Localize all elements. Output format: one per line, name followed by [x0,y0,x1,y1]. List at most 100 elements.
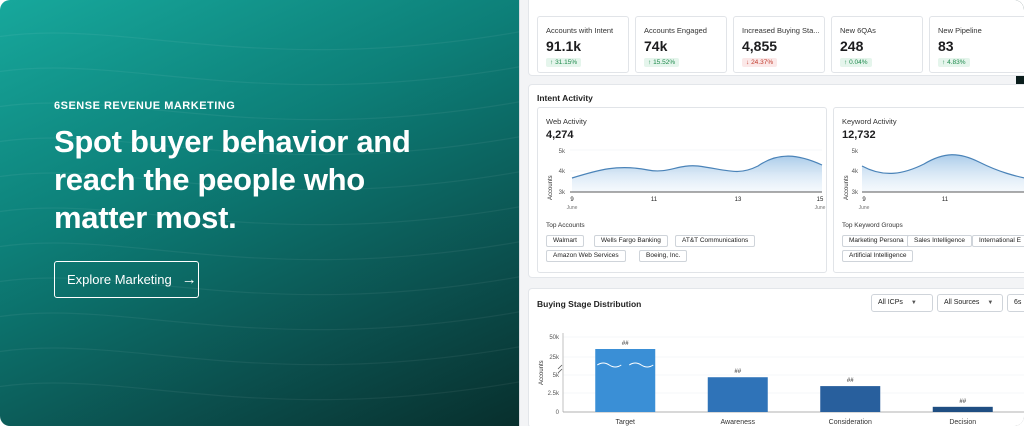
arrow-down-icon: ↓ [746,59,752,66]
intent-activity-panel: Intent Activity Web Activity 4,274 Accou… [528,84,1024,278]
kpi-change: 15.52% [653,59,676,66]
keyword-activity-title: Keyword Activity [842,117,897,126]
keyword-activity-value: 12,732 [842,129,876,141]
x-tick: 9 [862,197,866,203]
account-tag[interactable]: Boeing, Inc. [639,250,688,262]
kpi-value: 91.1k [546,38,582,54]
cta-label: Explore Marketing [67,272,172,287]
web-activity-value: 4,274 [546,129,574,141]
intent-activity-title: Intent Activity [537,93,593,103]
y-tick: 5k [553,373,560,379]
kpi-label: New Pipeline [938,26,982,35]
x-category-label: Decision [949,419,976,426]
bars-group: ## Target ## Awareness ## Consideration ## Deci… [595,341,993,426]
y-tick: 4k [559,169,566,175]
keyword-tag[interactable]: Marketing Persona [842,235,911,247]
eyebrow-text: 6SENSE REVENUE MARKETING [54,100,236,112]
bar-data-label: ## [847,378,854,384]
kpi-label: Increased Buying Sta... [742,26,820,35]
dashboard-preview: Accounts with Intent 91.1k ↑ 31.15% Acco… [519,0,1024,426]
hero-section: 6SENSE REVENUE MARKETING Spot buyer beha… [54,100,474,298]
web-activity-title: Web Activity [546,117,587,126]
select-value: 6s [1014,299,1022,306]
buying-stage-panel: Buying Stage Distribution All ICPs ▼ All … [528,288,1024,426]
headline-line-1: Spot buyer behavior and [54,124,411,159]
keyword-tag[interactable]: Sales Intelligence [907,235,972,247]
x-tick: 13 [735,197,742,203]
keyword-tag[interactable]: International E [972,235,1024,247]
kpi-change-badge: ↑ 15.52% [644,58,680,67]
bar-decision[interactable] [932,406,993,412]
x-sub-label: June [815,205,826,211]
keyword-activity-chart: Accounts 5k 4k 3k 9 11 June [844,149,1024,211]
x-tick: 11 [651,197,658,203]
kpi-card[interactable]: New 6QAs 248 ↑ 0.04% [831,16,923,73]
web-activity-chart: Accounts 5k 4k 3k 9 11 13 15 June June [548,149,826,211]
x-category-label: Awareness [720,419,755,426]
kpi-card[interactable]: New Pipeline 83 ↑ 4.83% [929,16,1024,73]
arrow-up-icon: ↑ [844,59,850,66]
y-axis-label: Accounts [548,175,554,200]
kpi-label: New 6QAs [840,26,876,35]
y-tick: 3k [852,190,859,196]
kpi-value: 83 [938,38,954,54]
buying-stage-chart: Accounts 50k 25k 5k 2.5k 0 ## Target ## Awa… [539,333,1024,426]
kpi-card[interactable]: Increased Buying Sta... 4,855 ↓ 24.37% [733,16,825,73]
y-axis-label: Accounts [539,360,545,385]
arrow-up-icon: ↑ [550,59,556,66]
account-tag[interactable]: Walmart [546,235,584,247]
headline-line-2: reach the people who [54,162,365,197]
buying-stage-title: Buying Stage Distribution [537,299,642,309]
x-tick: 15 [817,197,824,203]
bar-data-label: ## [959,399,966,405]
y-tick: 4k [852,169,859,175]
area-fill [862,154,1024,192]
series-line [861,154,1024,179]
kpi-change-badge: ↑ 31.15% [546,58,582,67]
kpi-label: Accounts Engaged [644,26,707,35]
decorative-waves [0,0,560,426]
arrow-up-icon: ↑ [648,59,654,66]
axis-break-icon [557,364,563,374]
x-sub-label: June [567,205,578,211]
kpi-change: 4.83% [947,59,966,66]
kpi-label: Accounts with Intent [546,26,614,35]
top-accounts-title: Top Accounts [546,222,585,229]
kpi-panel: Accounts with Intent 91.1k ↑ 31.15% Acco… [528,0,1024,76]
kpi-change: 24.37% [751,59,774,66]
y-tick: 2.5k [548,391,560,397]
kpi-card[interactable]: Accounts with Intent 91.1k ↑ 31.15% [537,16,629,73]
web-activity-card: Web Activity 4,274 Accounts 5k 4k 3k [537,107,827,273]
kpi-card[interactable]: Accounts Engaged 74k ↑ 15.52% [635,16,727,73]
y-tick: 50k [549,335,560,341]
keyword-tag[interactable]: Artificial Intelligence [842,250,914,262]
x-tick: 9 [570,197,574,203]
select-value: All Sources [944,299,980,306]
y-axis-label: Accounts [844,175,850,200]
icp-filter-select[interactable]: All ICPs ▼ [871,294,933,312]
headline: Spot buyer behavior and reach the people… [54,123,474,237]
arrow-right-icon: → [181,271,197,288]
account-tag[interactable]: Wells Fargo Banking [594,235,668,247]
explore-marketing-button[interactable]: Explore Marketing → [54,261,199,298]
bar-awareness[interactable] [707,377,768,412]
y-tick: 5k [852,149,859,155]
chevron-down-icon: ▼ [910,300,917,306]
bar-consideration[interactable] [820,386,881,412]
x-tick: 11 [942,197,949,203]
account-tag[interactable]: Amazon Web Services [546,250,626,262]
x-sub-label: June [859,205,870,211]
x-category-label: Target [616,419,636,426]
kpi-value: 248 [840,38,864,54]
source-filter-select[interactable]: All Sources ▼ [937,294,1003,312]
segment-filter-select[interactable]: 6s [1007,294,1024,312]
y-tick: 25k [549,355,560,361]
bar-target[interactable] [595,349,656,412]
select-value: All ICPs [878,299,903,306]
y-tick: 5k [559,149,566,155]
account-tag[interactable]: AT&T Communications [675,235,756,247]
bar-data-label: ## [734,369,741,375]
series-line [571,155,823,179]
kpi-change: 31.15% [555,59,578,66]
arrow-up-icon: ↑ [942,59,948,66]
